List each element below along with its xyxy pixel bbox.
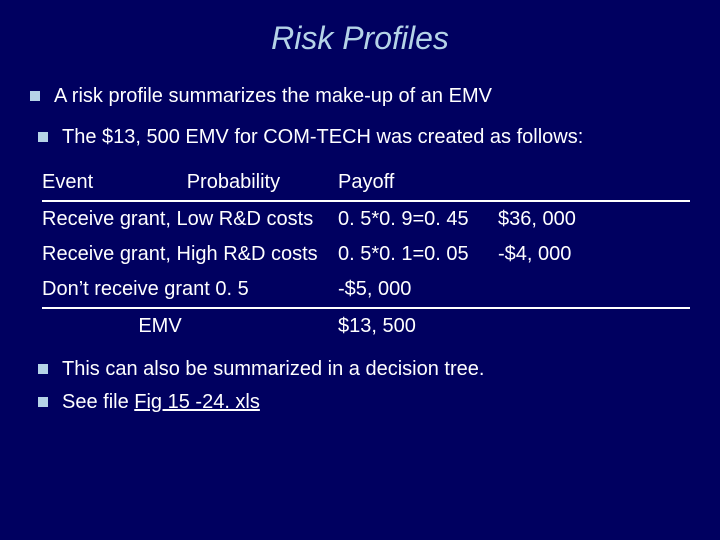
- table-header-row: Event Probability Payoff: [42, 165, 690, 202]
- cell-event: Receive grant, Low R&D costs: [42, 208, 338, 231]
- cell-amount: -$4, 000: [498, 243, 618, 266]
- bullet-item: A risk profile summarizes the make-up of…: [30, 83, 690, 110]
- risk-table: Event Probability Payoff Receive grant, …: [42, 165, 690, 344]
- cell-event: Receive grant, High R&D costs: [42, 243, 338, 266]
- emv-value: $13, 500: [338, 315, 498, 338]
- cell-amount: [498, 278, 618, 301]
- square-bullet-icon: [38, 397, 48, 407]
- bullet-text: This can also be summarized in a decisio…: [62, 356, 690, 383]
- bullet-text: See file Fig 15 -24. xls: [62, 389, 690, 416]
- table-row: Receive grant, High R&D costs 0. 5*0. 1=…: [42, 237, 690, 272]
- square-bullet-icon: [38, 132, 48, 142]
- cell-event: Don’t receive grant 0. 5: [42, 278, 338, 301]
- bullet-text: The $13, 500 EMV for COM-TECH was create…: [62, 124, 690, 151]
- cell-payoff: 0. 5*0. 9=0. 45: [338, 208, 498, 231]
- header-payoff: Payoff: [338, 171, 498, 194]
- cell-payoff: -$5, 000: [338, 278, 498, 301]
- header-event: Event: [42, 171, 93, 193]
- emv-label: EMV: [42, 315, 338, 338]
- bullet-text: A risk profile summarizes the make-up of…: [54, 83, 690, 110]
- file-link[interactable]: Fig 15 -24. xls: [134, 391, 260, 413]
- square-bullet-icon: [30, 91, 40, 101]
- bullet-item: This can also be summarized in a decisio…: [38, 356, 690, 383]
- header-amount: [498, 171, 618, 194]
- cell-amount: $36, 000: [498, 208, 618, 231]
- cell-payoff: 0. 5*0. 1=0. 05: [338, 243, 498, 266]
- square-bullet-icon: [38, 364, 48, 374]
- slide-title: Risk Profiles: [30, 20, 690, 57]
- header-probability: Probability: [187, 171, 280, 194]
- see-file-prefix: See file: [62, 391, 134, 413]
- col-event-header: Event Probability: [42, 171, 338, 194]
- table-row: Don’t receive grant 0. 5 -$5, 000: [42, 272, 690, 309]
- table-row: Receive grant, Low R&D costs 0. 5*0. 9=0…: [42, 202, 690, 237]
- bullet-item: See file Fig 15 -24. xls: [38, 389, 690, 416]
- bullet-item: The $13, 500 EMV for COM-TECH was create…: [38, 124, 690, 151]
- table-footer-row: EMV $13, 500: [42, 309, 690, 344]
- cell-empty: [498, 315, 618, 338]
